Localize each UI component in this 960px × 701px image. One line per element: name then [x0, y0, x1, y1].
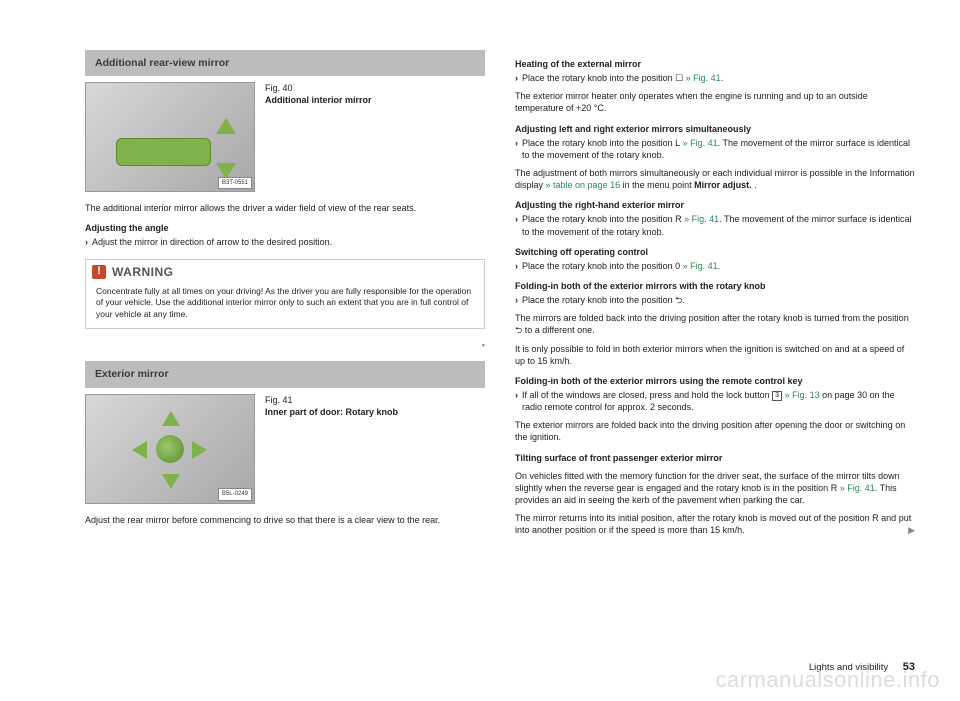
subhead-adjust-both: Adjusting left and right exterior mirror… [515, 123, 915, 135]
chevron-icon: › [515, 389, 518, 413]
mirror-graphic [116, 138, 211, 166]
end-block-marker: ▪ [85, 339, 485, 351]
bullet-adjust-both: › Place the rotary knob into the positio… [515, 137, 915, 161]
warning-title: WARNING [112, 264, 174, 280]
para-tilt-2: The mirror returns into its initial posi… [515, 512, 915, 536]
left-column: Additional rear-view mirror B3T-0551 Fig… [85, 50, 485, 671]
bullet-heating: › Place the rotary knob into the positio… [515, 72, 915, 84]
subhead-adjust-right: Adjusting the right-hand exterior mirror [515, 199, 915, 211]
footer-section: Lights and visibility [809, 662, 888, 673]
chevron-icon: › [515, 260, 518, 272]
page: Additional rear-view mirror B3T-0551 Fig… [0, 0, 960, 701]
para-intro-1: The additional interior mirror allows th… [85, 202, 485, 214]
figure-40-image: B3T-0551 [85, 82, 255, 192]
figure-41-image: B5L-0249 [85, 394, 255, 504]
spacer [85, 351, 485, 361]
figure-40-number: Fig. 40 [265, 82, 372, 94]
para-fold-remote: The exterior mirrors are folded back int… [515, 419, 915, 443]
bullet-adjust-right: › Place the rotary knob into the positio… [515, 213, 915, 237]
bullet-fold-knob-text: Place the rotary knob into the position … [522, 294, 685, 306]
arrow-left-icon [132, 441, 147, 459]
para-fold-2: It is only possible to fold in both exte… [515, 343, 915, 367]
bullet-adjust-angle: › Adjust the mirror in direction of arro… [85, 236, 485, 248]
figure-40-title: Additional interior mirror [265, 94, 372, 106]
menu-mirror-adjust: Mirror adjust. [694, 180, 752, 190]
page-footer: Lights and visibility 53 [809, 661, 915, 673]
ref-fig13: » Fig. 13 [782, 390, 820, 400]
para-heating: The exterior mirror heater only operates… [515, 90, 915, 114]
right-column: Heating of the external mirror › Place t… [515, 50, 915, 671]
chevron-icon: › [515, 72, 518, 84]
figure-40-label: B3T-0551 [218, 177, 252, 189]
arrow-down-icon [162, 474, 180, 489]
page-number: 53 [903, 661, 915, 673]
bullet-fold-remote-text: If all of the windows are closed, press … [522, 389, 915, 413]
bullet-adjust-both-text: Place the rotary knob into the position … [522, 137, 915, 161]
fold-symbol: ⮌ [675, 295, 682, 305]
chevron-icon: › [515, 213, 518, 237]
ref-fig41: » Fig. 41 [680, 261, 718, 271]
figure-40-row: B3T-0551 Fig. 40 Additional interior mir… [85, 82, 485, 192]
bullet-heating-text: Place the rotary knob into the position … [522, 72, 723, 84]
bullet-switch-off: › Place the rotary knob into the positio… [515, 260, 915, 272]
section-header-exterior: Exterior mirror [85, 361, 485, 387]
subhead-heating: Heating of the external mirror [515, 58, 915, 70]
chevron-icon: › [515, 137, 518, 161]
figure-41-title: Inner part of door: Rotary knob [265, 406, 398, 418]
subhead-adjust-angle: Adjusting the angle [85, 222, 485, 234]
bullet-adjust-text: Adjust the mirror in direction of arrow … [92, 236, 332, 248]
chevron-icon: › [515, 294, 518, 306]
warning-icon: ! [92, 265, 106, 279]
para-adjust-both: The adjustment of both mirrors simultane… [515, 167, 915, 191]
keycap-3: 3 [772, 391, 782, 401]
para-intro-2: Adjust the rear mirror before commencing… [85, 514, 485, 526]
continue-icon: ▶ [908, 524, 915, 536]
warning-body: Concentrate fully at all times on your d… [86, 284, 484, 328]
bullet-fold-remote: › If all of the windows are closed, pres… [515, 389, 915, 413]
knob-graphic [156, 435, 184, 463]
figure-41-caption: Fig. 41 Inner part of door: Rotary knob [265, 394, 398, 418]
figure-41-label: B5L-0249 [218, 488, 252, 500]
subhead-fold-remote: Folding-in both of the exterior mirrors … [515, 375, 915, 387]
subhead-tilt: Tilting surface of front passenger exter… [515, 452, 915, 464]
chevron-icon: › [85, 236, 88, 248]
arrow-up-icon [216, 118, 236, 134]
bullet-adjust-right-text: Place the rotary knob into the position … [522, 213, 915, 237]
ref-fig41: » Fig. 41 [683, 73, 721, 83]
bullet-fold-knob: › Place the rotary knob into the positio… [515, 294, 915, 306]
bullet-switch-off-text: Place the rotary knob into the position … [522, 260, 720, 272]
subhead-switch-off: Switching off operating control [515, 246, 915, 258]
heat-symbol: ☐ [675, 73, 683, 83]
warning-box: ! WARNING Concentrate fully at all times… [85, 259, 485, 330]
figure-41-number: Fig. 41 [265, 394, 398, 406]
ref-fig41: » Fig. 41 [682, 214, 720, 224]
para-tilt-1: On vehicles fitted with the memory funct… [515, 470, 915, 506]
section-header-rear-view: Additional rear-view mirror [85, 50, 485, 76]
ref-fig41: » Fig. 41 [680, 138, 718, 148]
subhead-fold-knob: Folding-in both of the exterior mirrors … [515, 280, 915, 292]
para-fold-1: The mirrors are folded back into the dri… [515, 312, 915, 336]
arrow-up-icon [162, 411, 180, 426]
arrow-right-icon [192, 441, 207, 459]
warning-header: ! WARNING [86, 260, 484, 284]
ref-table16: » table on page 16 [546, 180, 621, 190]
figure-40-caption: Fig. 40 Additional interior mirror [265, 82, 372, 106]
ref-fig41: » Fig. 41 [837, 483, 875, 493]
figure-41-row: B5L-0249 Fig. 41 Inner part of door: Rot… [85, 394, 485, 504]
